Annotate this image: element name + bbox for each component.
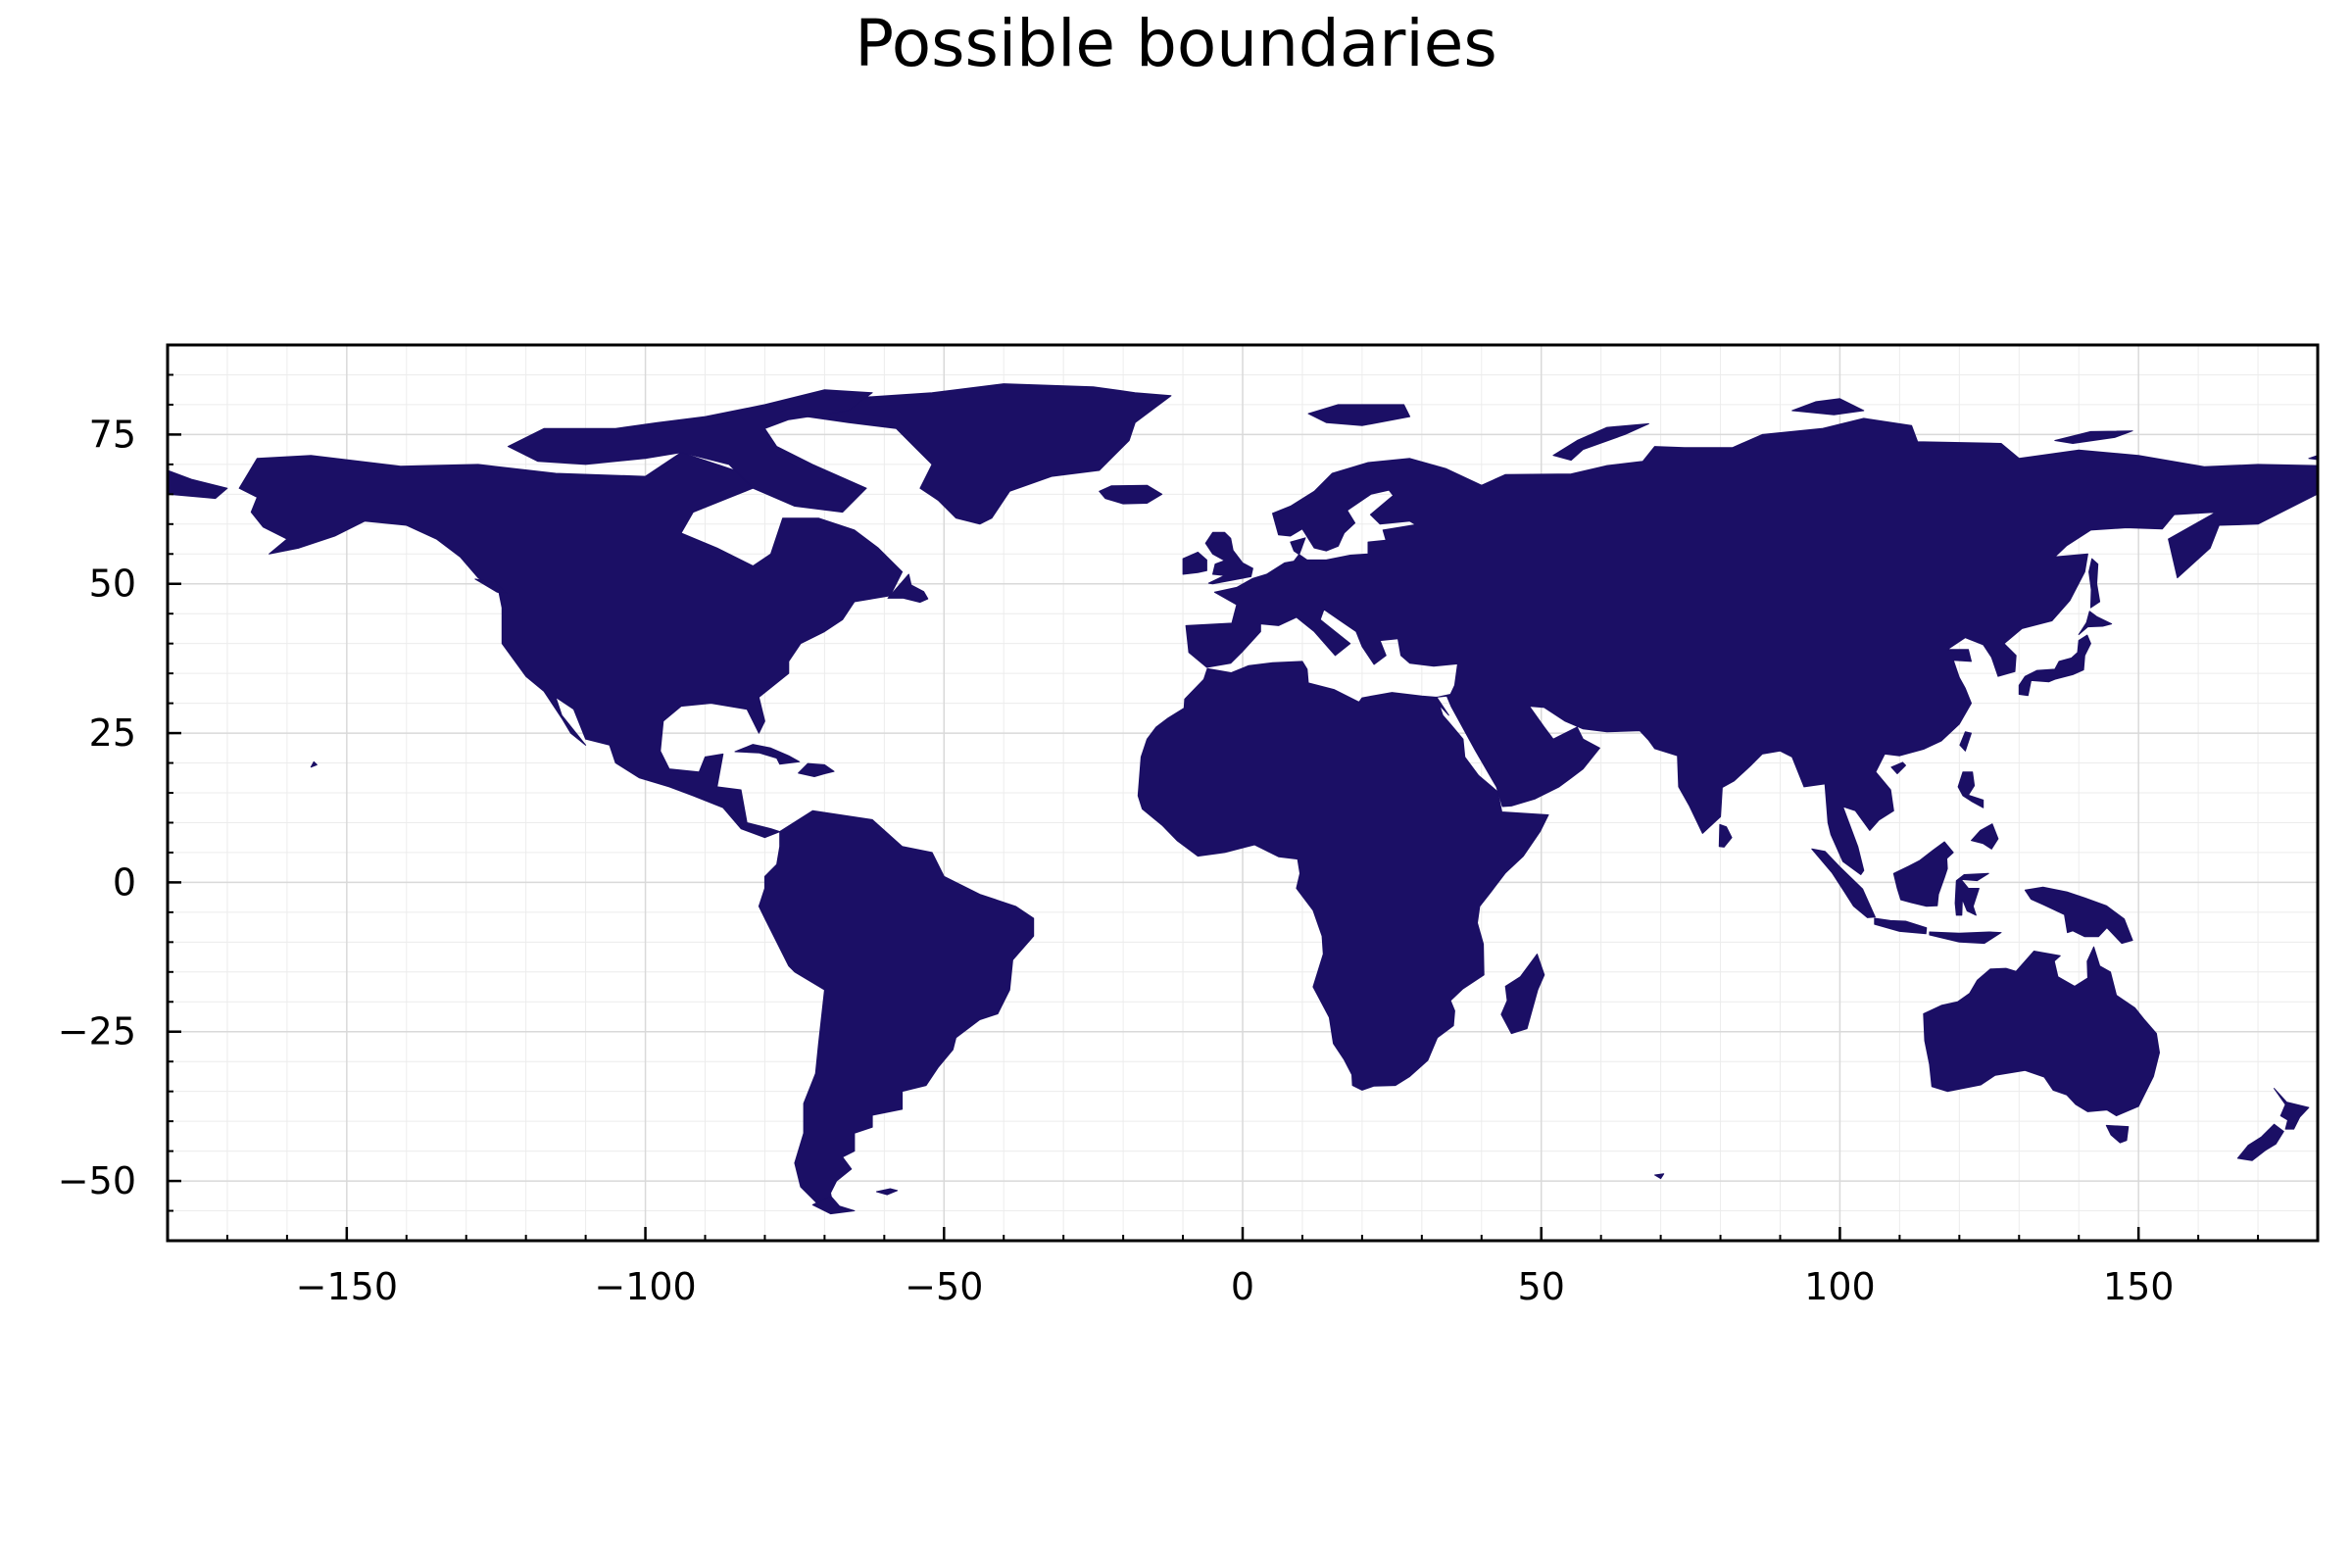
landmass-hispaniola: [798, 762, 835, 777]
landmass-arctic-archipelago: [507, 389, 873, 514]
landmass-nz-north: [2274, 1088, 2310, 1130]
landmass-sumatra: [1811, 848, 1876, 918]
landmass-japan: [2018, 634, 2091, 697]
landmass-south-america: [758, 809, 1035, 1211]
landmass-severnaya-zemlya: [1791, 398, 1865, 416]
landmass-new-siberian-islands: [2054, 430, 2133, 444]
y-axis-tick-labels: −50 −25 0 25 50 75: [58, 413, 136, 1202]
x-axis-tick-labels: −150 −100 −50 0 50 100 150: [296, 1265, 2175, 1308]
landmass-sri-lanka: [1718, 823, 1733, 848]
landmass-eurasia: [1185, 417, 2318, 875]
landmass-svalbard: [1307, 404, 1411, 426]
landmass-luzon: [1957, 771, 1984, 808]
landmass-iceland: [1099, 484, 1163, 505]
landmass-new-guinea: [2024, 886, 2133, 945]
chart-title: Possible boundaries: [855, 6, 1497, 81]
y-tick-label: 75: [89, 413, 136, 456]
landmass-newfoundland: [887, 573, 929, 604]
landmass-greenland: [806, 383, 1172, 525]
x-tick-label: 0: [1231, 1265, 1254, 1308]
landmass-taiwan: [1959, 731, 1972, 752]
landmass-tierra-del-fuego: [811, 1195, 856, 1215]
y-tick-label: −25: [58, 1010, 136, 1054]
landmass-hokkaido: [2078, 611, 2113, 635]
landmass-java: [1874, 917, 1928, 935]
landmass-nz-south: [2236, 1123, 2284, 1161]
x-tick-label: −50: [905, 1265, 983, 1308]
x-tick-label: −150: [296, 1265, 398, 1308]
landmass-sakhalin: [2088, 558, 2101, 609]
landmass-vancouver-island: [474, 578, 508, 594]
landmass-novaya-zemlya: [1552, 422, 1649, 462]
landmass-cuba: [734, 744, 801, 765]
landmass-mindanao: [1971, 823, 1999, 850]
landmass-bali-timor: [1929, 931, 2002, 945]
y-tick-label: 0: [113, 860, 136, 904]
landmass-australia: [1923, 946, 2160, 1117]
x-tick-label: 50: [1518, 1265, 1565, 1308]
landmass-ireland: [1182, 551, 1207, 575]
landmass-africa: [1137, 661, 1549, 1091]
landmass-sulawesi: [1954, 872, 1989, 916]
x-tick-label: −100: [594, 1265, 696, 1308]
landmass-borneo: [1892, 841, 1954, 907]
landmass-kerguelen: [1654, 1173, 1665, 1180]
landmass-layer: [167, 383, 2319, 1215]
y-tick-label: −50: [58, 1159, 136, 1202]
axis-ticks: [167, 344, 2319, 1242]
landmass-madagascar: [1500, 954, 1545, 1035]
landmass-hainan: [1890, 761, 1906, 774]
y-tick-label: 50: [89, 563, 136, 606]
landmass-tasmania: [2105, 1124, 2130, 1144]
y-tick-label: 25: [89, 711, 136, 755]
landmass-falklands: [875, 1188, 899, 1196]
x-tick-label: 100: [1804, 1265, 1876, 1308]
landmass-great-britain: [1204, 531, 1253, 585]
landmass-hawaii: [310, 760, 318, 768]
x-tick-label: 150: [2103, 1265, 2175, 1308]
